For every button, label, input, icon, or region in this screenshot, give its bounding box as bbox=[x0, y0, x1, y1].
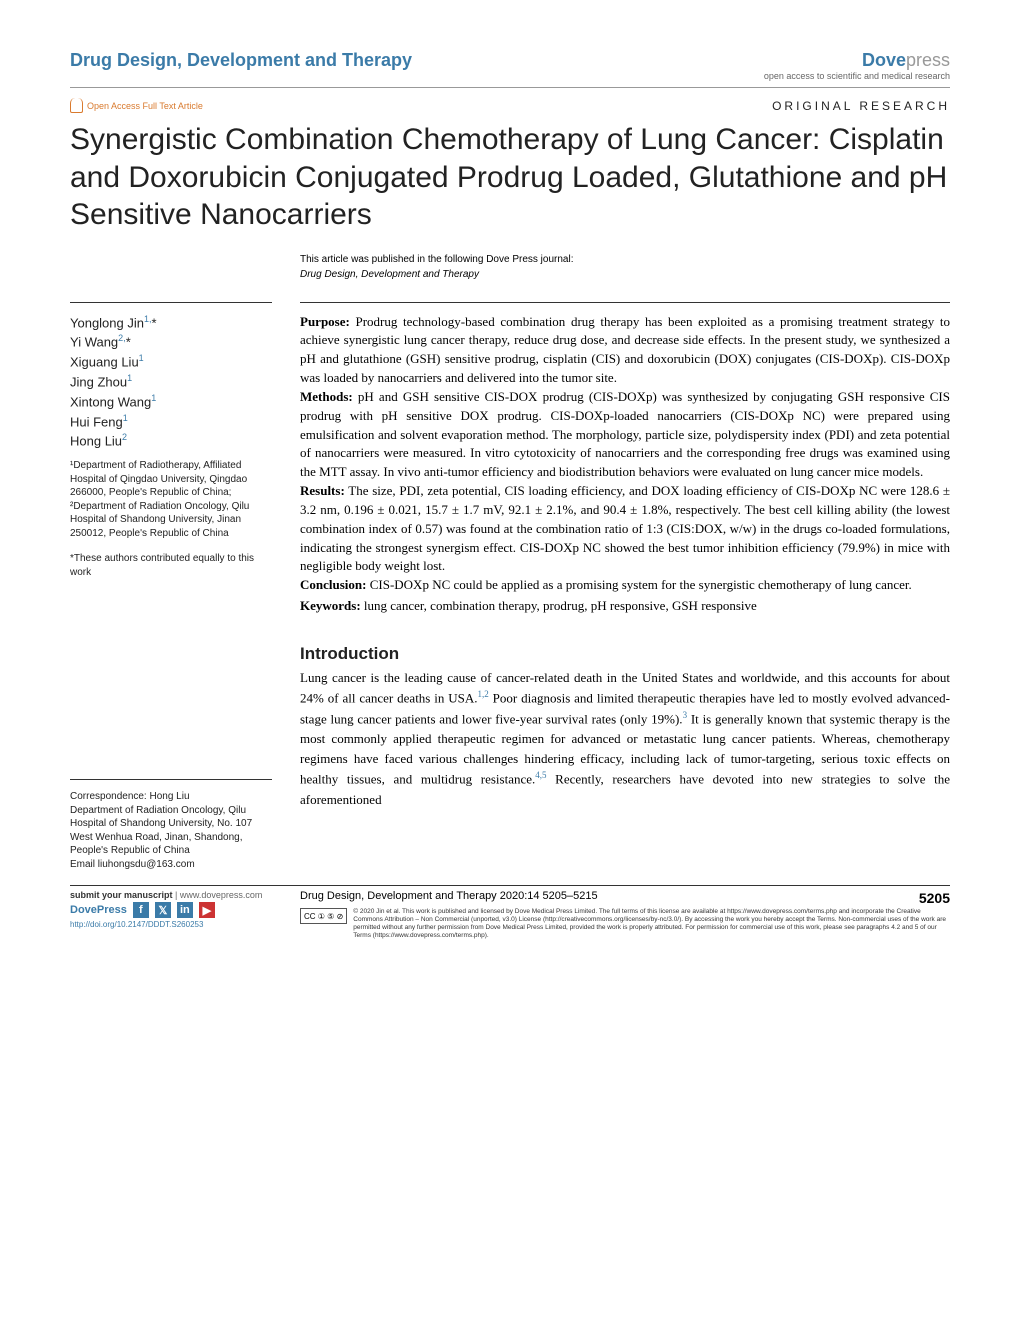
open-access-icon bbox=[70, 98, 83, 113]
methods-label: Methods: bbox=[300, 389, 353, 404]
abstract: Purpose: Prodrug technology-based combin… bbox=[300, 313, 950, 617]
youtube-icon[interactable]: ▶ bbox=[199, 902, 215, 918]
author-list: Yonglong Jin1,* Yi Wang2,* Xiguang Liu1 … bbox=[70, 313, 272, 452]
affiliations: ¹Department of Radiotherapy, Affiliated … bbox=[70, 459, 272, 540]
publication-journal: Drug Design, Development and Therapy bbox=[300, 269, 950, 280]
conclusion-text: CIS-DOXp NC could be applied as a promis… bbox=[366, 577, 911, 592]
footer-publisher: DovePress f 𝕏 in ▶ bbox=[70, 902, 272, 918]
correspondence: Correspondence: Hong Liu Department of R… bbox=[70, 779, 272, 871]
author: Jing Zhou1 bbox=[70, 372, 272, 392]
open-access-badge: Open Access Full Text Article bbox=[70, 98, 203, 113]
intro-heading: Introduction bbox=[300, 644, 950, 664]
publication-note: This article was published in the follow… bbox=[300, 254, 950, 265]
intro-text: Lung cancer is the leading cause of canc… bbox=[300, 668, 950, 810]
twitter-icon[interactable]: 𝕏 bbox=[155, 902, 171, 918]
citation: Drug Design, Development and Therapy 202… bbox=[300, 890, 598, 906]
methods-text: pH and GSH sensitive CIS-DOX prodrug (CI… bbox=[300, 389, 950, 479]
author: Xintong Wang1 bbox=[70, 392, 272, 412]
facebook-icon[interactable]: f bbox=[133, 902, 149, 918]
cc-badge-icon: CC ① ⑤ ⊘ bbox=[300, 908, 347, 924]
keywords-text: lung cancer, combination therapy, prodru… bbox=[361, 598, 757, 613]
purpose-label: Purpose: bbox=[300, 314, 350, 329]
author: Hong Liu2 bbox=[70, 431, 272, 451]
results-label: Results: bbox=[300, 483, 345, 498]
publisher-tagline: open access to scientific and medical re… bbox=[764, 71, 950, 81]
page-number: 5205 bbox=[919, 890, 950, 906]
publisher-light: press bbox=[906, 50, 950, 70]
article-title: Synergistic Combination Chemotherapy of … bbox=[70, 121, 950, 234]
journal-name: Drug Design, Development and Therapy bbox=[70, 50, 412, 71]
results-text: The size, PDI, zeta potential, CIS loadi… bbox=[300, 483, 950, 573]
ref-link[interactable]: 4,5 bbox=[535, 770, 546, 780]
publisher-bold: Dove bbox=[862, 50, 906, 70]
doi-link[interactable]: http://doi.org/10.2147/DDDT.S260253 bbox=[70, 920, 272, 929]
author: Yi Wang2,* bbox=[70, 332, 272, 352]
publisher-logo: Dovepress open access to scientific and … bbox=[764, 50, 950, 81]
open-access-label: Open Access Full Text Article bbox=[87, 101, 203, 111]
equal-contribution-note: *These authors contributed equally to th… bbox=[70, 552, 272, 579]
keywords-label: Keywords: bbox=[300, 598, 361, 613]
author: Xiguang Liu1 bbox=[70, 352, 272, 372]
purpose-text: Prodrug technology-based combination dru… bbox=[300, 314, 950, 386]
conclusion-label: Conclusion: bbox=[300, 577, 366, 592]
submit-manuscript-link[interactable]: submit your manuscript | www.dovepress.c… bbox=[70, 890, 272, 900]
article-type: ORIGINAL RESEARCH bbox=[772, 99, 950, 113]
license-text: © 2020 Jin et al. This work is published… bbox=[353, 908, 950, 939]
linkedin-icon[interactable]: in bbox=[177, 902, 193, 918]
author: Hui Feng1 bbox=[70, 412, 272, 432]
author: Yonglong Jin1,* bbox=[70, 313, 272, 333]
ref-link[interactable]: 1,2 bbox=[478, 689, 489, 699]
